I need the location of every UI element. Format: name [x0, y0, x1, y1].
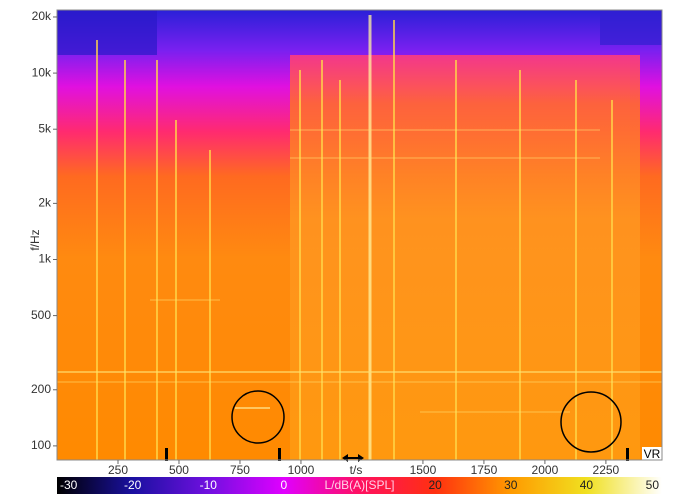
- chart: VR t/s f/Hz 2505007501000150017502000225…: [0, 0, 673, 495]
- x-tick-label: 1500: [410, 463, 437, 477]
- colorbar-tick-label: -30: [60, 478, 78, 492]
- colorbar-tick-label: 50: [646, 478, 660, 492]
- spectrogram: [57, 10, 662, 460]
- colorbar-tick-label: 40: [580, 478, 594, 492]
- colorbar-tick-label: -20: [124, 478, 142, 492]
- y-tick-label: 2k: [38, 196, 52, 210]
- colorbar-tick-label: 0: [281, 478, 288, 492]
- page: {"chart_data": { "type": "spectrogram", …: [0, 0, 673, 495]
- x-tick-label: 750: [230, 463, 250, 477]
- y-tick-label: 5k: [38, 121, 52, 135]
- y-tick-label: 100: [31, 438, 51, 452]
- y-tick-label: 500: [31, 308, 51, 322]
- y-tick-label: 1k: [38, 252, 52, 266]
- colorbar-tick-label: 30: [504, 478, 518, 492]
- x-tick-label: 2250: [593, 463, 620, 477]
- x-axis-label: t/s: [350, 463, 363, 477]
- x-tick-label: 1750: [471, 463, 498, 477]
- y-tick-label: 20k: [32, 9, 52, 23]
- x-tick-label: 250: [108, 463, 128, 477]
- colorbar-tick-label: 20: [428, 478, 442, 492]
- colorbar-tick-label: -10: [200, 478, 218, 492]
- x-tick-label: 2000: [532, 463, 559, 477]
- y-tick-label: 200: [31, 382, 51, 396]
- colorbar-label: L/dB(A)[SPL]: [324, 478, 394, 492]
- y-tick-label: 10k: [32, 65, 52, 79]
- x-tick-label: 1000: [288, 463, 315, 477]
- x-tick-label: 500: [169, 463, 189, 477]
- annotation: VR: [644, 447, 661, 461]
- y-axis-label: f/Hz: [28, 229, 42, 250]
